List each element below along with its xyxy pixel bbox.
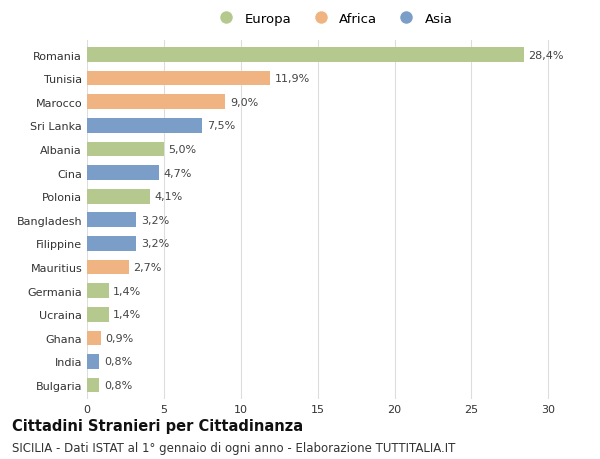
Bar (87, 236, 136, 251)
Text: SICILIA - Dati ISTAT al 1° gennaio di ogni anno - Elaborazione TUTTITALIA.IT: SICILIA - Dati ISTAT al 1° gennaio di og… (12, 441, 455, 453)
Text: 0,8%: 0,8% (104, 357, 132, 367)
Text: 2,7%: 2,7% (133, 263, 161, 273)
Bar (87, 142, 164, 157)
Bar (87, 72, 270, 86)
Text: 4,1%: 4,1% (155, 192, 183, 202)
Bar (87, 378, 100, 392)
Bar (87, 354, 100, 369)
Legend: Europa, Africa, Asia: Europa, Africa, Asia (208, 8, 458, 31)
Bar (87, 95, 226, 110)
Text: 7,5%: 7,5% (207, 121, 235, 131)
Bar (87, 119, 202, 134)
Bar (87, 48, 524, 63)
Text: 1,4%: 1,4% (113, 286, 142, 296)
Bar (87, 190, 150, 204)
Text: 28,4%: 28,4% (528, 50, 564, 61)
Bar (87, 284, 109, 298)
Bar (87, 307, 109, 322)
Text: 0,9%: 0,9% (106, 333, 134, 343)
Bar (87, 213, 136, 228)
Text: 5,0%: 5,0% (169, 145, 197, 155)
Text: Cittadini Stranieri per Cittadinanza: Cittadini Stranieri per Cittadinanza (12, 418, 303, 433)
Text: 11,9%: 11,9% (275, 74, 310, 84)
Text: 1,4%: 1,4% (113, 309, 142, 319)
Text: 3,2%: 3,2% (141, 239, 169, 249)
Bar (87, 166, 159, 180)
Bar (87, 260, 128, 275)
Text: 3,2%: 3,2% (141, 215, 169, 225)
Text: 9,0%: 9,0% (230, 98, 258, 107)
Text: 0,8%: 0,8% (104, 380, 132, 390)
Text: 4,7%: 4,7% (164, 168, 192, 178)
Bar (87, 331, 101, 345)
